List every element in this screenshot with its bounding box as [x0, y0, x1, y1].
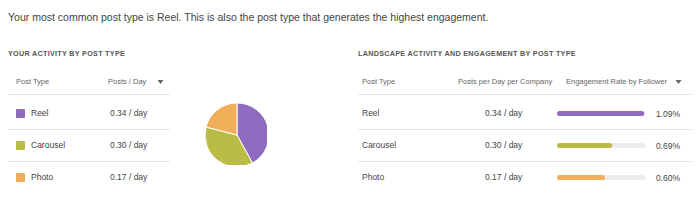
svg-text:0.60%: 0.60%	[656, 173, 681, 183]
html-text:0.34 / day: 0.34 / day	[110, 108, 148, 118]
html-text:Reel: Reel	[362, 108, 380, 118]
html-text:Engagement Rate by Follower: Engagement Rate by Follower	[566, 77, 667, 86]
html-text:Photo: Photo	[31, 172, 54, 182]
svg-text:1.09%: 1.09%	[656, 109, 681, 119]
html-text:0.30 / day: 0.30 / day	[485, 140, 523, 150]
html-text:Your most common post type is: Your most common post type is Reel. This…	[8, 11, 489, 23]
html-text:Reel: Reel	[31, 108, 49, 118]
html-text:Posts per Day per Company: Posts per Day per Company	[458, 77, 553, 86]
html-text:0.17 / day: 0.17 / day	[110, 172, 148, 182]
svg-text:0.69%: 0.69%	[656, 141, 681, 151]
html-text:LANDSCAPE ACTIVITY AND ENGAGEM: LANDSCAPE ACTIVITY AND ENGAGEMENT BY POS…	[358, 49, 576, 58]
html-text:Post Type: Post Type	[16, 77, 50, 86]
html-text:0.34 / day: 0.34 / day	[485, 108, 523, 118]
html-text:0.30 / day: 0.30 / day	[110, 140, 148, 150]
html-text:YOUR ACTIVITY BY POST TYPE: YOUR ACTIVITY BY POST TYPE	[8, 49, 126, 58]
html-text:Photo: Photo	[362, 172, 385, 182]
html-text:Post Type: Post Type	[362, 77, 396, 86]
html-text:Carousel: Carousel	[362, 140, 396, 150]
html-text:Posts / Day: Posts / Day	[108, 77, 147, 86]
html-text:0.17 / day: 0.17 / day	[485, 172, 523, 182]
html-text:Carousel: Carousel	[31, 140, 65, 150]
